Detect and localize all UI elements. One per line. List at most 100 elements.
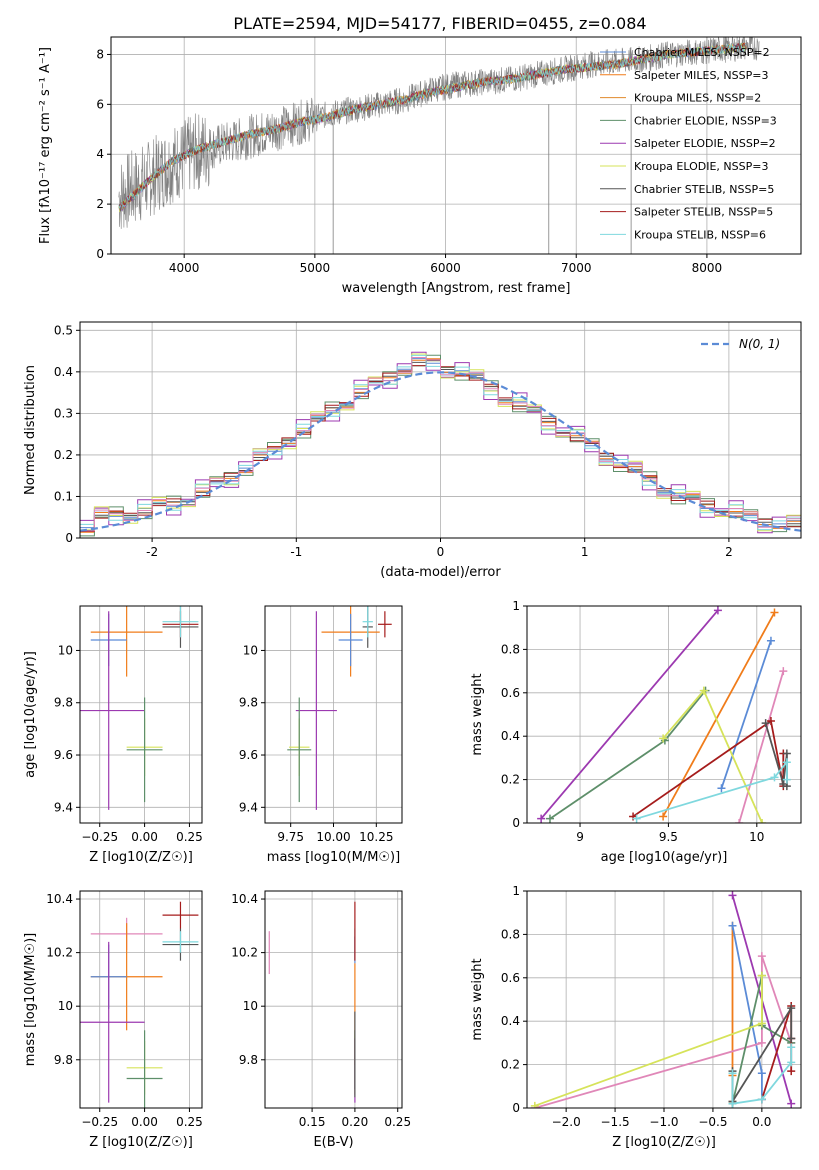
- y-tick-label: 0.8: [501, 927, 520, 941]
- plot-area: [80, 351, 801, 538]
- weight-point-marker: [757, 952, 766, 961]
- weight-series-line: [720, 640, 772, 789]
- x-tick-label: 0.25: [176, 1115, 203, 1129]
- residuals-legend: N(0, 1): [701, 337, 780, 351]
- y-tick-label: 0.6: [501, 971, 520, 985]
- y-tick-label: 0: [512, 1101, 520, 1115]
- mass-vs-metallicity-panel: −0.25 0.00 0.25 9.8 10 10.2 10.4 Z [log10(Z/Z☉)…: [23, 890, 203, 1150]
- y-tick-label: 0.8: [501, 642, 520, 656]
- y-tick-label: 0: [65, 531, 73, 545]
- legend-label: Chabrier MILES, NSSP=2: [634, 46, 770, 59]
- weight-point-marker: [757, 971, 766, 980]
- y-tick-label: 9.8: [239, 1053, 258, 1067]
- weight-series-line: [731, 925, 763, 1100]
- gridlines: [80, 891, 202, 1108]
- y-axis-label: Flux [fλ10⁻¹⁷ erg cm⁻² s⁻¹ A⁻¹]: [38, 47, 53, 244]
- plot-area: [530, 891, 796, 1108]
- x-tick-label: 0.15: [299, 1115, 326, 1129]
- spectrum-legend: Chabrier MILES, NSSP=2 Salpeter MILES, NS…: [600, 46, 777, 241]
- legend-label: Kroupa STELIB, NSSP=6: [634, 228, 766, 241]
- x-axis-label: Z [log10(Z/Z☉)]: [612, 1135, 716, 1150]
- weight-point-marker: [782, 775, 791, 784]
- x-tick-label: 10.00: [316, 830, 350, 844]
- x-tick-label: 4000: [169, 261, 200, 275]
- x-axis-label: wavelength [Angstrom, rest frame]: [342, 281, 571, 296]
- weight-point-marker: [779, 667, 788, 676]
- mass-vs-extinction-panel: 0.15 0.20 0.25 9.8 10 10.2 10.4 E(B-V): [231, 890, 411, 1150]
- weight-series-line: [632, 719, 785, 818]
- x-tick-label: 0.20: [342, 1115, 369, 1129]
- y-tick-label: 0.5: [54, 323, 73, 337]
- weight-vs-age-panel: 9 9.5 10 0 0.2 0.4 0.6 0.8 1 age [log10(age/yr)] m…: [470, 599, 802, 865]
- y-tick-label: 0.1: [54, 489, 73, 503]
- x-tick-label: -2: [146, 545, 158, 559]
- y-axis-label: mass weight: [470, 673, 485, 755]
- axes-frame: [526, 605, 802, 824]
- y-tick-label: 8: [96, 47, 104, 61]
- x-tick-label: 9.5: [659, 830, 678, 844]
- y-tick-label: 9.4: [54, 800, 73, 814]
- x-tick-label: 8000: [692, 261, 723, 275]
- weight-point-marker: [787, 1034, 796, 1043]
- y-tick-label: 0.4: [501, 1014, 520, 1028]
- weight-point-marker: [545, 814, 554, 823]
- legend-label: Salpeter MILES, NSSP=3: [634, 69, 768, 82]
- plot-area: [80, 901, 199, 1108]
- plot-area: [80, 606, 199, 810]
- y-axis-label: mass weight: [470, 958, 485, 1040]
- weight-point-marker: [728, 1069, 737, 1078]
- y-tick-label: 10: [58, 643, 73, 657]
- weight-point-marker: [728, 921, 737, 930]
- y-tick-label: 9.8: [54, 1053, 73, 1067]
- residuals-panel: -2 -1 0 1 2 0 0.1 0.2 0.3 0.4 0.5 (data-model)/erro…: [23, 321, 802, 580]
- legend-label: N(0, 1): [739, 337, 780, 351]
- x-axis-label: (data-model)/error: [380, 565, 501, 580]
- x-tick-label: 9: [576, 830, 584, 844]
- x-tick-label: 1: [581, 545, 589, 559]
- y-tick-label: 0.4: [501, 729, 520, 743]
- age-vs-mass-panel: 9.75 10.00 10.25 9.4 9.6 9.8 10 mass [log10(M/M…: [239, 605, 403, 865]
- x-tick-label: 0.25: [384, 1115, 411, 1129]
- errorbar-point: [90, 606, 163, 677]
- y-tick-label: 0.4: [54, 365, 73, 379]
- y-tick-label: 0: [96, 247, 104, 261]
- y-tick-label: 1: [512, 884, 520, 898]
- weight-series-line: [540, 609, 719, 820]
- y-tick-label: 0.2: [501, 773, 520, 787]
- weight-point-marker: [782, 758, 791, 767]
- y-tick-label: 9.8: [54, 696, 73, 710]
- x-tick-label: 10.25: [359, 830, 393, 844]
- y-axis-label: mass [log10(M/M☉)]: [23, 933, 38, 1066]
- weight-point-marker: [728, 891, 737, 900]
- weight-point-marker: [787, 1004, 796, 1013]
- x-axis-label: E(B-V): [313, 1135, 353, 1150]
- x-axis-label: mass [log10(M/M☉)]: [267, 850, 400, 865]
- spectrum-panel: 4000 5000 6000 7000 8000 0 2 4 6 8 wavelength [Ang…: [38, 36, 802, 296]
- axes-frame: [79, 890, 203, 1109]
- x-tick-label: 10: [749, 830, 764, 844]
- weight-point-marker: [770, 773, 779, 782]
- weight-point-marker: [757, 1095, 766, 1104]
- errorbar-point: [162, 606, 199, 638]
- x-tick-label: −0.25: [81, 1115, 118, 1129]
- gridlines: [265, 606, 402, 823]
- weight-point-marker: [766, 717, 775, 726]
- weight-point-marker: [761, 719, 770, 728]
- weight-point-marker: [659, 734, 668, 743]
- weight-point-marker: [787, 1043, 796, 1052]
- y-tick-label: 10.2: [46, 946, 73, 960]
- y-tick-label: 10: [243, 999, 258, 1013]
- x-tick-label: −0.5: [698, 1115, 727, 1129]
- axes-frame: [110, 36, 802, 255]
- y-tick-label: 10.2: [231, 946, 258, 960]
- y-tick-label: 10.4: [46, 892, 73, 906]
- weight-point-marker: [757, 1019, 766, 1028]
- legend-label: Kroupa MILES, NSSP=2: [634, 92, 761, 105]
- normal-curve-line: [80, 371, 801, 532]
- y-tick-label: 2: [96, 197, 104, 211]
- weight-series-line: [738, 670, 785, 823]
- weight-point-marker: [717, 784, 726, 793]
- x-tick-label: 2: [725, 545, 733, 559]
- weight-point-marker: [659, 812, 668, 821]
